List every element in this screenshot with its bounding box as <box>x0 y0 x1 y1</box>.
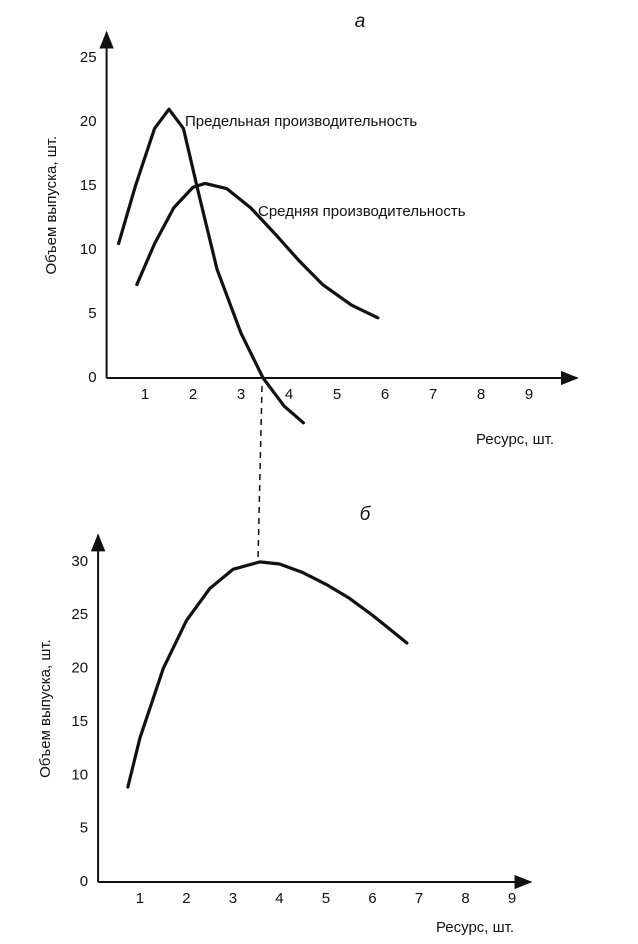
y-tick-label: 10 <box>80 241 97 258</box>
y-tick-label: 5 <box>88 305 96 322</box>
y-tick-label: 15 <box>71 713 88 730</box>
y-tick-label: 20 <box>80 113 97 130</box>
x-tick-label: 7 <box>415 890 423 907</box>
y-tick-label: 30 <box>71 553 88 570</box>
x-tick-label: 6 <box>381 386 389 403</box>
line-series <box>135 181 380 320</box>
chart-title: б <box>360 504 372 525</box>
x-tick-label: 3 <box>229 890 237 907</box>
y-tick-label: 0 <box>80 873 88 890</box>
x-axis-label: Ресурс, шт. <box>436 919 514 936</box>
x-tick-label: 1 <box>136 890 144 907</box>
x-tick-label: 9 <box>508 890 516 907</box>
y-axis-label: Объем выпуска, шт. <box>37 639 54 778</box>
x-tick-label: 1 <box>141 386 149 403</box>
x-tick-label: 7 <box>429 386 437 403</box>
y-tick-label: 0 <box>88 369 96 386</box>
y-tick-label: 10 <box>71 766 88 783</box>
y-axis-label: Объем выпуска, шт. <box>43 136 60 275</box>
y-tick-label: 20 <box>71 660 88 677</box>
y-tick-label: 15 <box>80 177 97 194</box>
y-tick-label: 5 <box>80 820 88 837</box>
x-tick-label: 6 <box>368 890 376 907</box>
y-tick-label: 25 <box>71 606 88 623</box>
series-label: Предельная производительность <box>185 113 417 130</box>
x-tick-label: 8 <box>477 386 485 403</box>
x-tick-label: 4 <box>285 386 293 403</box>
x-axis-label: Ресурс, шт. <box>476 431 554 448</box>
x-tick-label: 2 <box>182 890 190 907</box>
line-series <box>116 107 305 425</box>
y-tick-label: 25 <box>80 49 97 66</box>
x-tick-label: 9 <box>525 386 533 403</box>
series-label: Средняя производительность <box>258 203 466 220</box>
chart-title: а <box>355 11 366 32</box>
x-tick-label: 8 <box>461 890 469 907</box>
x-tick-label: 5 <box>322 890 330 907</box>
x-tick-label: 3 <box>237 386 245 403</box>
connector <box>257 385 263 561</box>
x-tick-label: 2 <box>189 386 197 403</box>
line-series <box>126 560 409 789</box>
x-tick-label: 4 <box>275 890 283 907</box>
x-tick-label: 5 <box>333 386 341 403</box>
